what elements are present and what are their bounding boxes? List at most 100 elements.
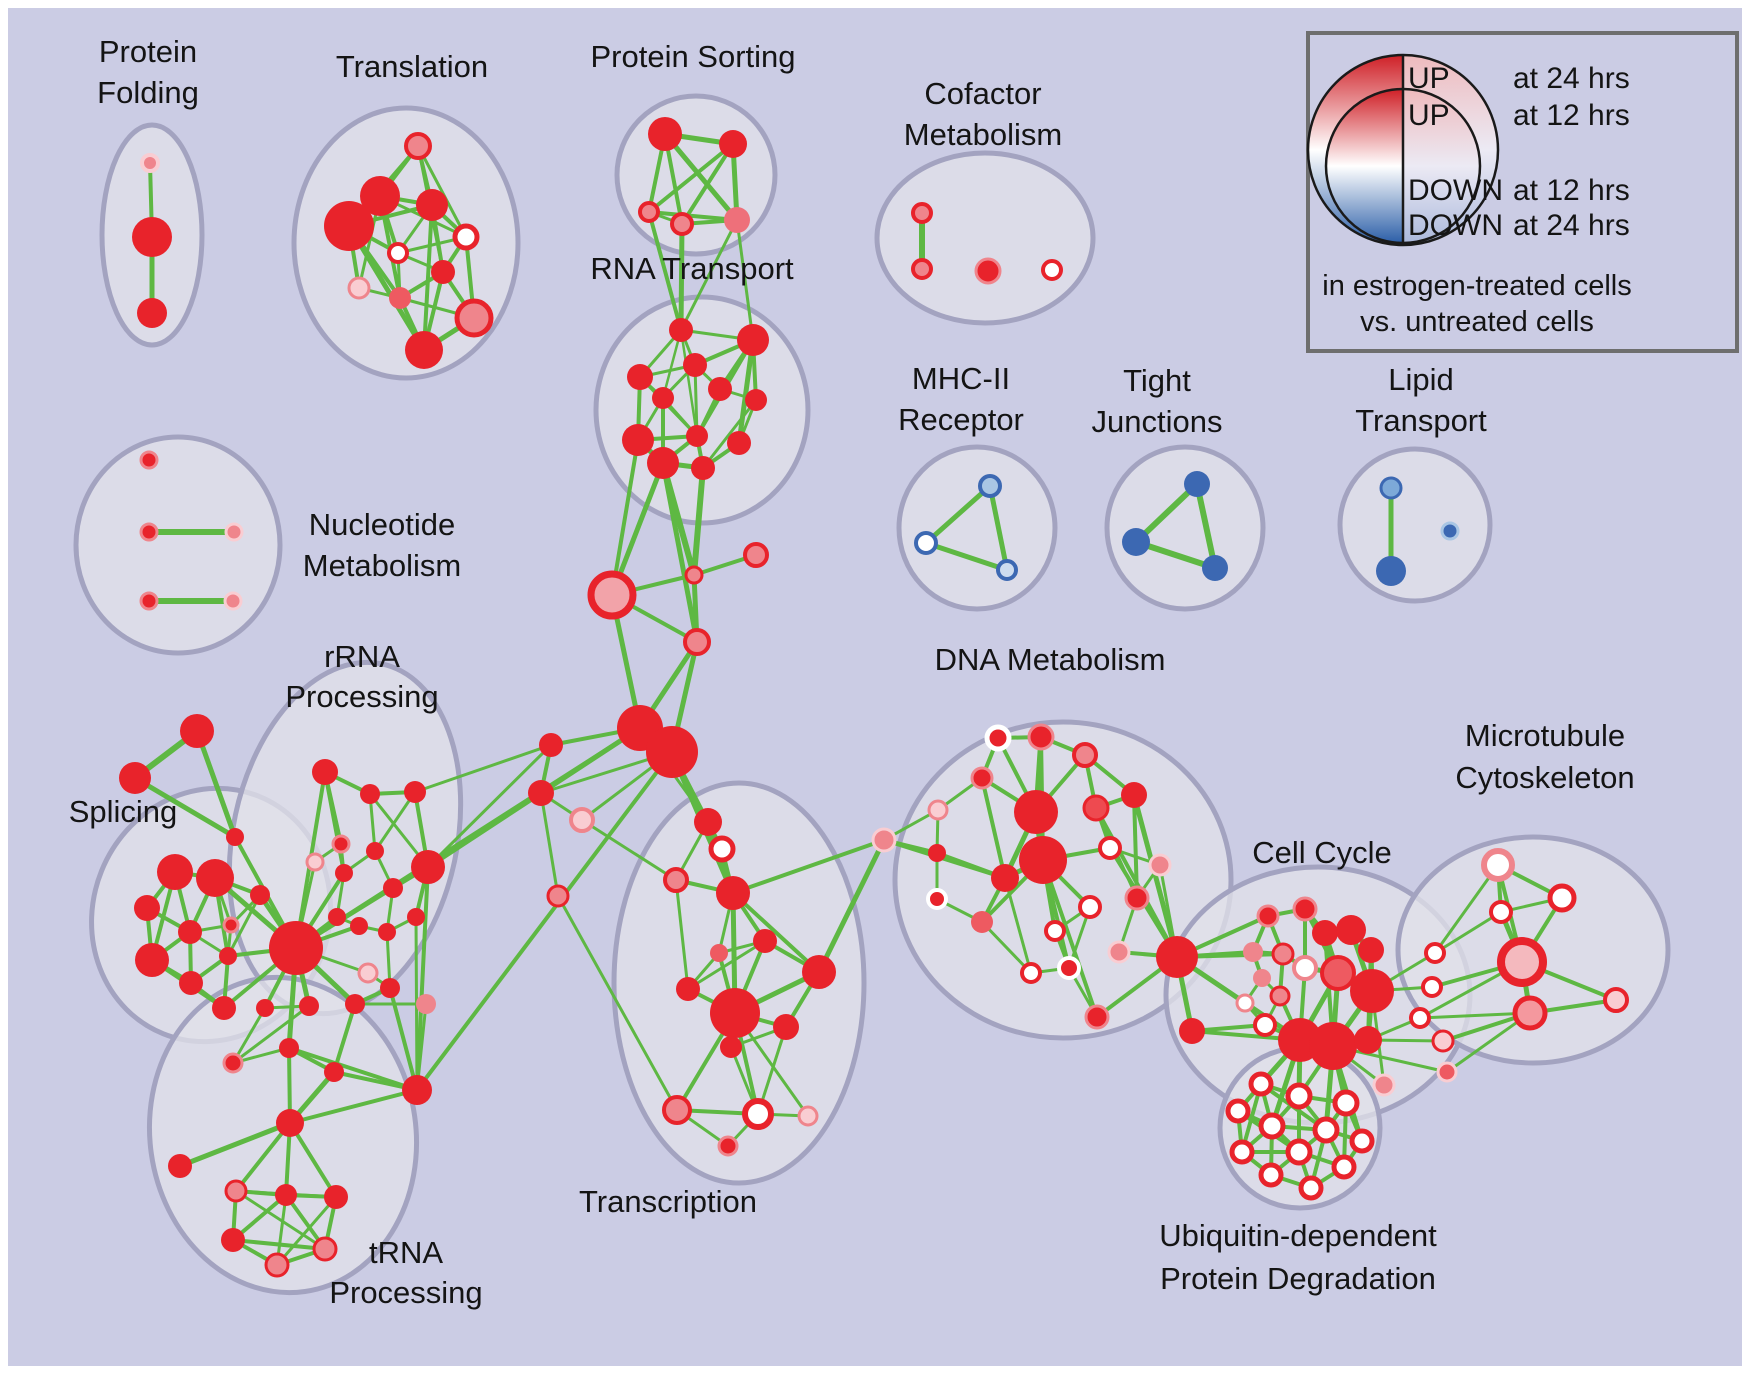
network-node-rt3 bbox=[627, 364, 653, 390]
network-node-mt1 bbox=[1547, 883, 1577, 913]
cluster-label-trna-processing: Processing bbox=[329, 1275, 482, 1310]
network-node-dn20 bbox=[1057, 956, 1081, 980]
network-edge bbox=[678, 221, 685, 333]
network-edge bbox=[275, 1195, 338, 1267]
network-node-mh0 bbox=[978, 474, 1002, 498]
network-node-tr5 bbox=[221, 1228, 245, 1252]
network-edge bbox=[923, 540, 1010, 573]
network-node-dn5 bbox=[1121, 782, 1147, 808]
network-edge bbox=[674, 878, 690, 991]
network-edge bbox=[231, 1006, 267, 1065]
network-node-rr5 bbox=[335, 864, 353, 882]
network-edge bbox=[288, 1088, 419, 1125]
network-edge bbox=[731, 891, 821, 974]
network-node-cc10 bbox=[1350, 969, 1394, 1013]
cluster-label-mhc-ii-receptor: MHC-II bbox=[912, 361, 1010, 396]
network-node-cf0 bbox=[911, 202, 933, 224]
network-node-ps2 bbox=[638, 201, 660, 223]
network-node-mt0 bbox=[1481, 848, 1515, 882]
network-edge bbox=[580, 818, 678, 882]
network-node-rt6 bbox=[745, 389, 767, 411]
network-edge bbox=[231, 1238, 327, 1251]
network-node-cn2 bbox=[743, 542, 769, 568]
network-node-nm1 bbox=[139, 522, 159, 542]
network-node-cc4 bbox=[1336, 915, 1366, 945]
cluster-label-trna-processing: tRNA bbox=[369, 1235, 443, 1270]
network-node-lp1 bbox=[1376, 556, 1406, 586]
network-edge bbox=[679, 218, 739, 332]
network-node-rr20 bbox=[279, 1038, 299, 1058]
network-edge bbox=[415, 750, 674, 1092]
network-node-cc18 bbox=[1424, 942, 1446, 964]
legend-down12-label: DOWN bbox=[1408, 174, 1503, 207]
network-node-rt5 bbox=[708, 377, 732, 401]
network-edge bbox=[680, 142, 735, 226]
network-node-mt2 bbox=[1489, 900, 1513, 924]
network-node-tr0 bbox=[276, 1109, 304, 1137]
network-edge bbox=[416, 144, 468, 239]
network-node-dn2 bbox=[1072, 742, 1098, 768]
network-node-dn13 bbox=[926, 888, 948, 910]
network-node-sp4 bbox=[196, 859, 234, 897]
network-node-cc13 bbox=[1235, 993, 1255, 1013]
network-node-cc7 bbox=[1271, 942, 1295, 966]
network-node-t6 bbox=[431, 260, 455, 284]
network-edge bbox=[1133, 481, 1200, 545]
cluster-label-rrna-processing: rRNA bbox=[324, 639, 400, 674]
network-node-tx11 bbox=[662, 1095, 692, 1125]
network-node-sp2 bbox=[226, 828, 244, 846]
cluster-label-lipid-transport: Lipid bbox=[1388, 362, 1454, 397]
network-node-rr14 bbox=[357, 962, 379, 984]
network-node-t4 bbox=[452, 223, 480, 251]
network-node-rt1 bbox=[737, 324, 769, 356]
network-node-rr15 bbox=[380, 978, 400, 998]
network-edge bbox=[691, 465, 706, 578]
network-node-cc12 bbox=[1269, 985, 1291, 1007]
network-node-lp2 bbox=[1440, 521, 1460, 541]
network-node-cn8 bbox=[569, 807, 595, 833]
network-edge bbox=[1433, 863, 1500, 955]
network-edge bbox=[660, 460, 700, 645]
network-edge bbox=[610, 438, 640, 597]
network-node-rt10 bbox=[691, 456, 715, 480]
network-edge bbox=[1433, 910, 1503, 955]
cluster-labels-layer: Protein Folding Translation Protein Sorting… bbox=[69, 34, 1635, 1310]
network-node-sp12 bbox=[212, 996, 236, 1020]
network-node-ub6 bbox=[1349, 1128, 1375, 1154]
network-node-ub8 bbox=[1285, 1138, 1313, 1166]
network-edge bbox=[234, 1189, 327, 1251]
network-node-rr3 bbox=[331, 834, 351, 854]
network-node-cn1 bbox=[684, 565, 704, 585]
network-edge bbox=[1131, 792, 1180, 960]
cluster-label-ubiquitin-degradation: Protein Degradation bbox=[1160, 1261, 1436, 1296]
network-node-sp1 bbox=[119, 762, 151, 794]
legend-inner-left-half bbox=[1326, 89, 1403, 243]
network-node-sp8 bbox=[250, 885, 270, 905]
cluster-label-protein-folding: Protein bbox=[99, 34, 197, 69]
cluster-label-splicing: Splicing bbox=[69, 794, 178, 829]
network-node-sp3 bbox=[157, 854, 193, 890]
network-node-tx6 bbox=[802, 955, 836, 989]
network-node-rr19 bbox=[256, 999, 274, 1017]
network-edge bbox=[736, 337, 756, 446]
network-edge bbox=[923, 483, 993, 546]
cluster-label-dna-metabolism: DNA Metabolism bbox=[935, 642, 1166, 677]
network-node-dn19 bbox=[1020, 962, 1042, 984]
network-node-ub9 bbox=[1331, 1154, 1357, 1180]
network-node-cf3 bbox=[1041, 259, 1063, 281]
network-node-dn4 bbox=[927, 799, 949, 821]
network-edge bbox=[980, 920, 1033, 975]
network-node-ub11 bbox=[1298, 1175, 1324, 1201]
network-edge bbox=[731, 838, 886, 895]
cluster-label-tight-junctions: Junctions bbox=[1092, 404, 1223, 439]
legend-up24-label: UP bbox=[1408, 62, 1450, 95]
network-node-cc17 bbox=[1354, 1026, 1382, 1054]
cluster-bubble-mhc-ii-receptor bbox=[896, 444, 1058, 612]
network-node-cn6 bbox=[539, 733, 563, 757]
network-node-t5 bbox=[387, 242, 409, 264]
network-node-ps1 bbox=[719, 130, 747, 158]
cluster-bubble-nucleotide-metabolism bbox=[73, 434, 283, 656]
network-node-cc6 bbox=[1243, 942, 1263, 962]
network-node-rr7 bbox=[383, 878, 403, 898]
